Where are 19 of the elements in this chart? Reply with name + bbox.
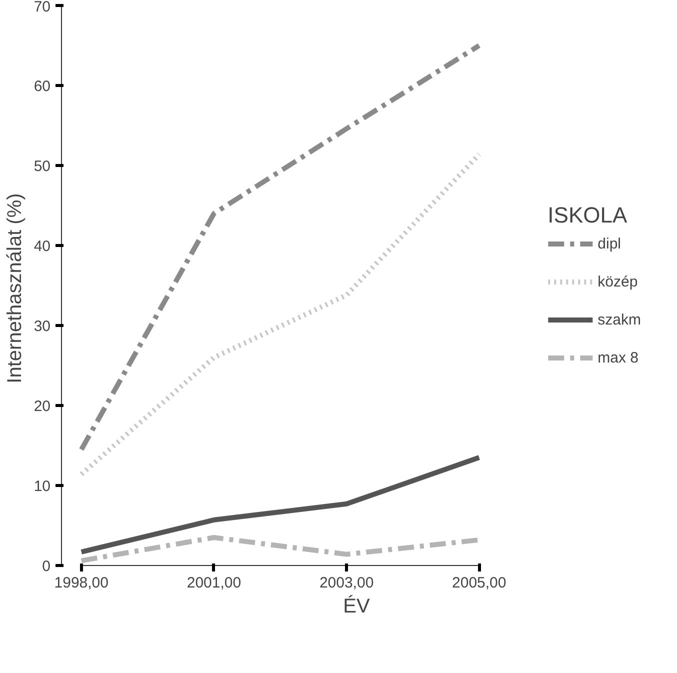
y-tick-label: 10	[34, 478, 51, 495]
y-tick-label: 40	[34, 238, 51, 255]
y-tick-label: 20	[34, 398, 51, 415]
x-tick-label: 2001,00	[186, 574, 242, 592]
legend-title: ISKOLA	[548, 202, 628, 228]
legend-label: max 8	[598, 349, 639, 366]
x-axis-title: ÉV	[343, 594, 370, 618]
y-tick-label: 0	[42, 558, 50, 575]
y-tick-label: 70	[34, 0, 51, 16]
y-axis-title: Internethasználat (%)	[4, 193, 26, 384]
y-tick-label: 50	[34, 158, 51, 175]
legend-label: dipl	[598, 235, 622, 252]
y-tick-label: 60	[34, 78, 51, 95]
x-tick-label: 2003,00	[319, 574, 374, 592]
legend-label: közép	[598, 273, 638, 290]
x-tick-label: 1998,00	[54, 574, 109, 592]
y-tick-label: 30	[34, 318, 51, 335]
legend-label: szakm	[598, 311, 641, 328]
x-tick-label: 2005,00	[452, 574, 506, 592]
